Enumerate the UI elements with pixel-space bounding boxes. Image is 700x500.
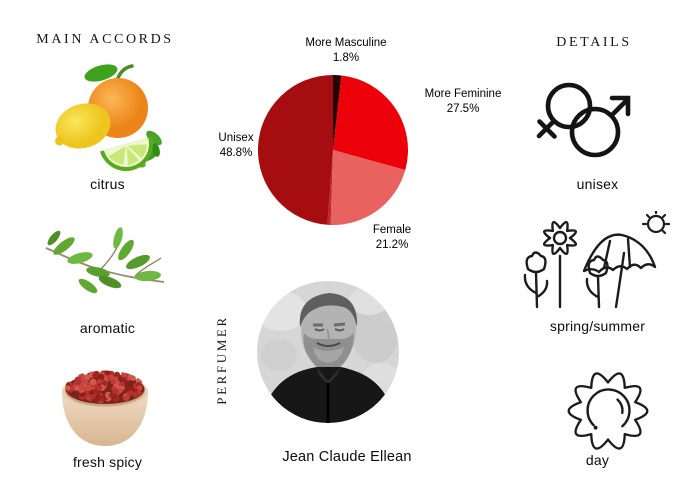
detail-label-unisex: unisex [576, 176, 619, 192]
pie-slice-unlabeled [327, 150, 333, 225]
male-symbol-circle [569, 106, 621, 158]
pie-label-unisex: Unisex 48.8% [180, 131, 292, 160]
peppercorn [79, 392, 85, 398]
tulip-left [523, 251, 549, 309]
peppercorn [99, 396, 105, 402]
peppercorn [98, 373, 105, 380]
peppercorn [112, 388, 119, 395]
peppercorn [65, 385, 71, 391]
accord-label-fresh-spicy: fresh spicy [72, 454, 143, 470]
perfumer-photo [257, 281, 399, 423]
big-flower [542, 220, 578, 309]
male-symbol-arrow [609, 95, 631, 118]
unisex-gender-icon [536, 82, 631, 158]
peppercorn [110, 379, 116, 385]
female-symbol-circle [545, 82, 593, 130]
main-accords-header: MAIN ACCORDS [36, 32, 174, 47]
peppercorn [92, 372, 99, 379]
peppercorn-bowl-image [62, 370, 148, 446]
small-sun [641, 211, 671, 235]
lime-wedge [100, 136, 153, 171]
tulip-right [585, 255, 609, 309]
perfumer-name: Jean Claude Ellean [282, 449, 412, 465]
peppercorn [120, 381, 126, 387]
peppercorn [74, 376, 82, 384]
flowers-umbrella-sun-icon [523, 211, 671, 309]
pie-label-name: More Masculine [305, 37, 387, 49]
peppercorn [108, 392, 114, 398]
pie-slice-more-masculine [333, 75, 342, 150]
detail-label-spring-summer: spring/summer [549, 318, 646, 334]
pie-label-value: 48.8% [219, 146, 253, 159]
pie-label-female: Female 21.2% [342, 223, 442, 252]
peppercorn [104, 370, 111, 376]
pie-label-value: 1.8% [332, 51, 360, 64]
pie-slice-female [330, 150, 406, 225]
perfumer-portrait-drawing [257, 281, 399, 423]
sun-core [586, 388, 631, 430]
sun-rays [567, 372, 649, 450]
pie-slice-unisex [258, 75, 333, 225]
peppercorn [132, 391, 140, 398]
citrus-fruits-image [54, 64, 162, 171]
herb-sprig-image [45, 227, 165, 294]
peppercorns [65, 370, 145, 404]
umbrella [582, 233, 657, 309]
sun-icon [567, 372, 649, 450]
pie-label-value: 21.2% [375, 238, 409, 251]
pie-label-name: Female [372, 224, 412, 236]
pie-slice-more-feminine [333, 75, 408, 171]
peppercorn [82, 378, 89, 385]
details-header: DETAILS [556, 35, 632, 50]
pie-label-more-feminine: More Feminine 27.5% [408, 87, 518, 116]
gender-pie-chart [258, 75, 408, 225]
peppercorn [96, 384, 103, 391]
perfumer-head [299, 293, 358, 372]
peppercorn [117, 387, 123, 394]
peppercorn [136, 385, 142, 391]
lemon-fruit [54, 103, 111, 149]
peppercorn [89, 378, 97, 385]
female-symbol-cross [536, 118, 557, 139]
pie-label-more-masculine: More Masculine 1.8% [286, 36, 406, 65]
peppercorn [74, 385, 80, 391]
herb-leaves [47, 227, 161, 294]
peppercorn [85, 384, 92, 392]
pie-label-name: Unisex [218, 132, 254, 144]
accord-label-aromatic: aromatic [79, 320, 136, 336]
perfumer-header: PERFUMER [214, 315, 229, 405]
perfumer-shirt [261, 367, 395, 423]
peppercorn [123, 394, 130, 401]
pie-label-name: More Feminine [424, 88, 502, 100]
detail-label-day: day [585, 452, 610, 468]
peppercorn [106, 375, 112, 381]
peppercorn [127, 373, 135, 380]
pie-label-value: 27.5% [446, 102, 480, 115]
peppercorn [125, 385, 131, 392]
accord-label-citrus: citrus [90, 176, 125, 192]
peppercorn [121, 371, 127, 378]
